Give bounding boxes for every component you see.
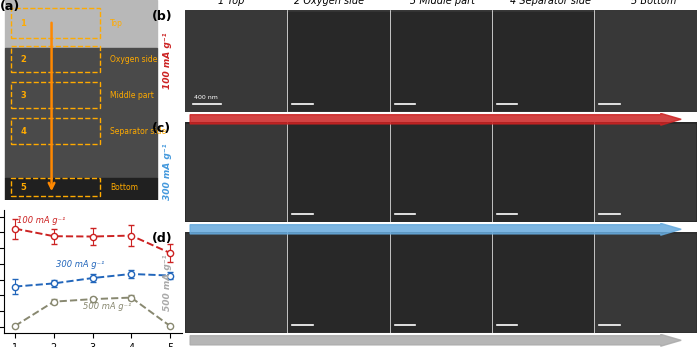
Bar [493, 12, 593, 110]
Text: 2 Oxygen side: 2 Oxygen side [294, 0, 364, 6]
Text: 4: 4 [20, 127, 26, 135]
Text: 5 Bottom: 5 Bottom [631, 0, 676, 6]
Text: 1 Top: 1 Top [218, 0, 244, 6]
Bar [288, 12, 388, 110]
Text: 5: 5 [20, 183, 26, 192]
Bar [10, 178, 99, 196]
Bar [493, 234, 593, 331]
Bar [186, 234, 286, 331]
Text: 2: 2 [20, 54, 26, 64]
Bar [493, 124, 593, 220]
Text: 3 Middle part: 3 Middle part [410, 0, 475, 6]
Text: Middle part: Middle part [111, 91, 154, 100]
Bar [288, 124, 388, 220]
FancyArrow shape [190, 223, 681, 235]
Text: 400 nm: 400 nm [193, 95, 218, 100]
Text: 100 mA g⁻¹: 100 mA g⁻¹ [17, 216, 65, 225]
Text: Oxygen side: Oxygen side [111, 54, 158, 64]
Text: 300 mA g⁻¹: 300 mA g⁻¹ [56, 260, 104, 269]
Text: 1: 1 [20, 18, 26, 27]
Bar [391, 12, 491, 110]
FancyArrow shape [190, 113, 681, 125]
Text: 3: 3 [20, 91, 26, 100]
Bar [391, 124, 491, 220]
Text: 500 mA g⁻¹: 500 mA g⁻¹ [83, 302, 131, 311]
Bar [10, 118, 99, 144]
Bar [186, 124, 286, 220]
Text: Separator side: Separator side [111, 127, 167, 135]
Bar [595, 12, 696, 110]
Text: (d): (d) [152, 232, 172, 245]
Bar [186, 12, 286, 110]
Text: (a): (a) [0, 0, 20, 13]
Bar [10, 8, 99, 38]
Text: (c): (c) [152, 122, 171, 135]
Text: 100 mA g⁻¹: 100 mA g⁻¹ [162, 33, 172, 89]
Text: Separator & Li electrode: Separator & Li electrode [41, 238, 144, 247]
Bar [10, 46, 99, 72]
Bar [6, 178, 157, 200]
FancyArrow shape [190, 335, 681, 346]
Bar [391, 234, 491, 331]
Text: 500 mA g⁻¹: 500 mA g⁻¹ [162, 254, 172, 311]
Bar [6, 0, 157, 48]
Bar [595, 234, 696, 331]
Text: (b): (b) [152, 10, 172, 23]
Text: 4 Separator side: 4 Separator side [510, 0, 591, 6]
Bar [595, 124, 696, 220]
Bar [10, 82, 99, 108]
Bar [288, 234, 388, 331]
Text: Bottom: Bottom [111, 183, 139, 192]
Text: Top: Top [111, 18, 123, 27]
Text: 300 mA g⁻¹: 300 mA g⁻¹ [162, 144, 172, 200]
Bar [6, 48, 157, 178]
Text: Li⁺: Li⁺ [92, 215, 106, 225]
